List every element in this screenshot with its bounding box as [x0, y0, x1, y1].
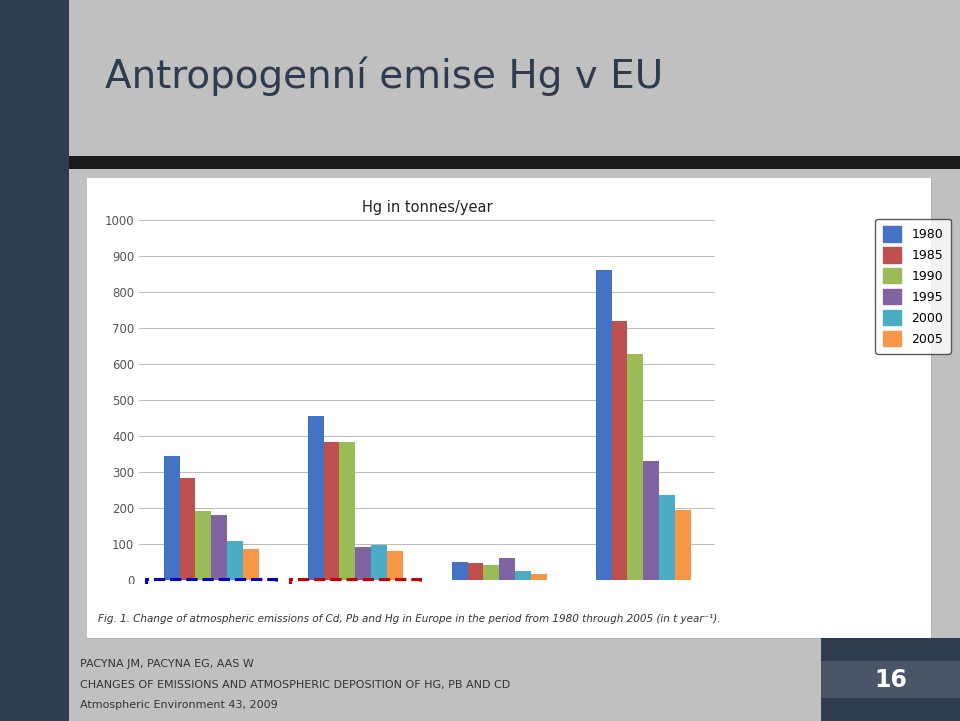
- Text: 16: 16: [874, 668, 907, 691]
- Bar: [515, 571, 531, 580]
- Bar: [355, 547, 371, 580]
- Bar: [451, 562, 468, 580]
- Bar: [227, 541, 243, 580]
- Bar: [340, 441, 355, 580]
- Bar: [387, 551, 403, 580]
- Text: Antropogenní emise Hg v EU: Antropogenní emise Hg v EU: [105, 56, 663, 96]
- Bar: [163, 456, 180, 580]
- Bar: [484, 565, 499, 580]
- Text: Fig. 1. Change of atmospheric emissions of Cd, Pb and Hg in Europe in the period: Fig. 1. Change of atmospheric emissions …: [98, 614, 720, 624]
- Bar: [243, 549, 258, 580]
- Title: Hg in tonnes/year: Hg in tonnes/year: [362, 200, 492, 215]
- Bar: [211, 515, 227, 580]
- Bar: [595, 270, 612, 580]
- Bar: [659, 495, 675, 580]
- Text: CHANGES OF EMISSIONS AND ATMOSPHERIC DEPOSITION OF HG, PB AND CD: CHANGES OF EMISSIONS AND ATMOSPHERIC DEP…: [81, 680, 511, 690]
- FancyBboxPatch shape: [821, 661, 960, 698]
- Bar: [468, 563, 484, 580]
- Text: Atmospheric Environment 43, 2009: Atmospheric Environment 43, 2009: [81, 700, 278, 710]
- Bar: [196, 511, 211, 580]
- Bar: [371, 545, 387, 580]
- Bar: [324, 441, 339, 580]
- Bar: [612, 321, 628, 580]
- Bar: [180, 478, 196, 580]
- Bar: [531, 574, 546, 580]
- Text: PACYNA JM, PACYNA EG, AAS W: PACYNA JM, PACYNA EG, AAS W: [81, 659, 254, 669]
- Bar: [627, 354, 643, 580]
- Legend: 1980, 1985, 1990, 1995, 2000, 2005: 1980, 1985, 1990, 1995, 2000, 2005: [876, 219, 950, 353]
- Bar: [499, 558, 515, 580]
- Bar: [290, 578, 420, 613]
- Bar: [146, 578, 276, 613]
- Bar: [675, 510, 690, 580]
- Bar: [307, 417, 324, 580]
- Bar: [643, 461, 660, 580]
